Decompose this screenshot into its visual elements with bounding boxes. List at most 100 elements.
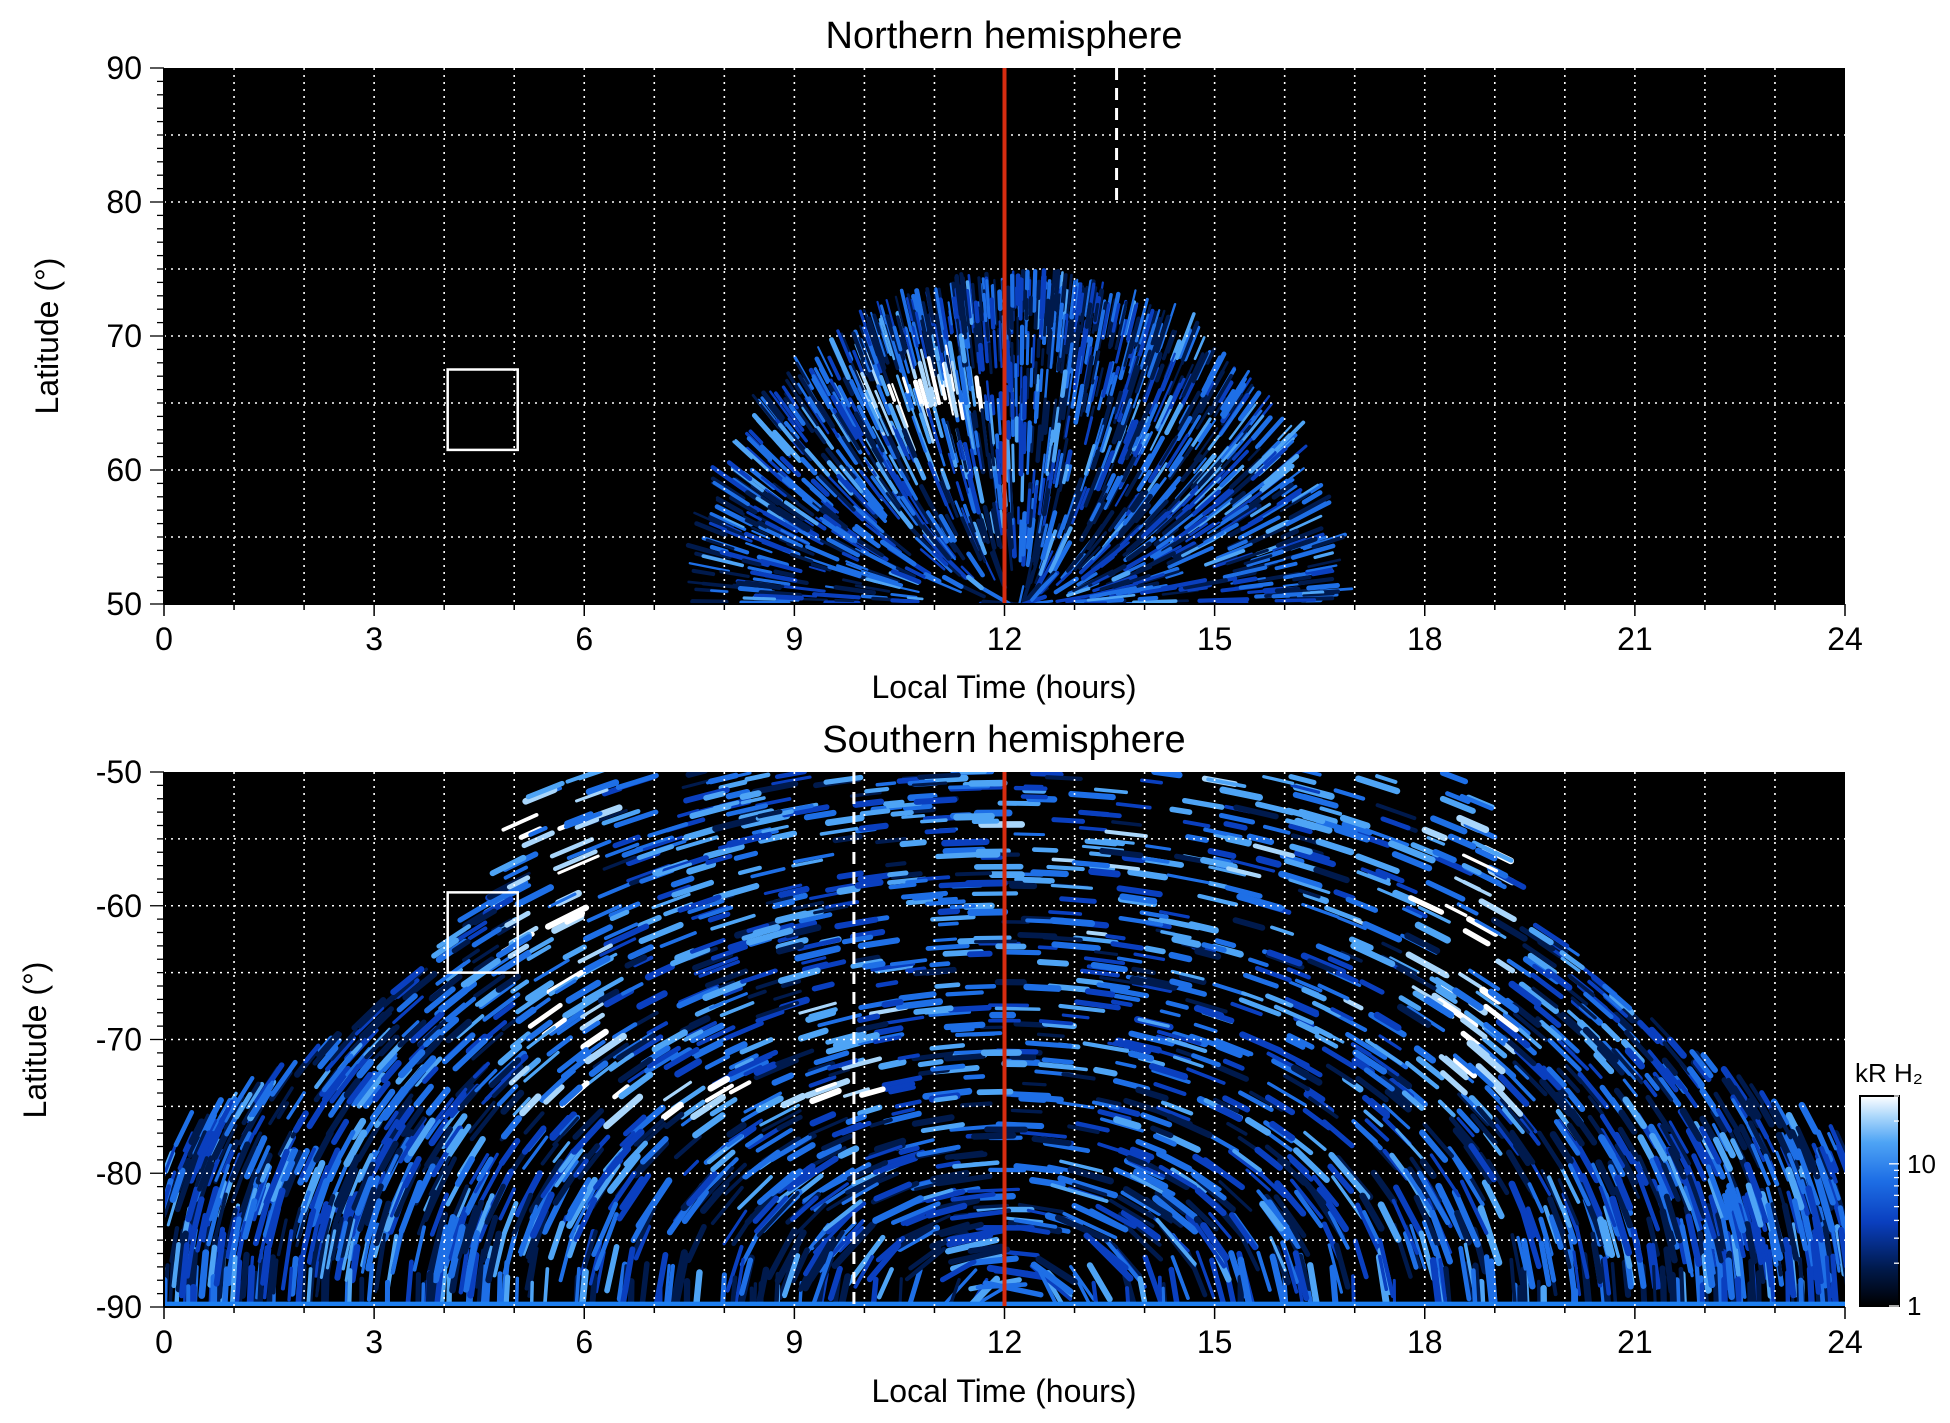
- emission-stroke: [1646, 1216, 1661, 1257]
- emission-stroke: [1166, 1113, 1213, 1139]
- emission-stroke: [1238, 1090, 1274, 1112]
- emission-stroke: [696, 1025, 736, 1047]
- emission-stroke: [964, 401, 975, 450]
- emission-stroke: [498, 1187, 516, 1221]
- emission-stroke: [1131, 966, 1156, 976]
- emission-stroke: [1057, 437, 1069, 485]
- emission-stroke: [784, 924, 822, 939]
- emission-stroke: [834, 916, 879, 930]
- emission-stroke: [693, 956, 739, 976]
- emission-stroke: [1445, 791, 1471, 805]
- emission-stroke: [1274, 467, 1305, 491]
- emission-stroke: [584, 1032, 628, 1065]
- emission-stroke: [688, 562, 730, 573]
- emission-stroke: [1768, 1107, 1784, 1129]
- emission-stroke: [1114, 483, 1129, 507]
- north-title: Northern hemisphere: [826, 15, 1183, 57]
- emission-stroke: [733, 850, 759, 861]
- emission-stroke: [1017, 1202, 1065, 1214]
- emission-stroke: [840, 1120, 872, 1136]
- emission-stroke: [1770, 1098, 1789, 1126]
- emission-stroke: [979, 518, 990, 545]
- emission-stroke: [1004, 339, 1011, 384]
- emission-stroke: [1648, 1026, 1667, 1046]
- emission-stroke: [1644, 1072, 1660, 1092]
- emission-stroke: [774, 772, 807, 780]
- emission-stroke: [1115, 513, 1139, 540]
- emission-stroke: [901, 480, 930, 525]
- emission-stroke: [920, 403, 935, 444]
- emission-stroke: [280, 1229, 294, 1291]
- emission-stroke: [1476, 1105, 1505, 1139]
- emission-stroke: [879, 304, 895, 348]
- emission-stroke: [1121, 853, 1146, 864]
- emission-stroke: [1065, 464, 1073, 482]
- emission-stroke: [357, 1186, 377, 1232]
- emission-stroke: [1254, 965, 1292, 983]
- emission-stroke: [725, 1244, 744, 1293]
- x-tick-label: 21: [1617, 1324, 1653, 1360]
- emission-stroke: [676, 986, 720, 1009]
- emission-stroke: [907, 792, 938, 802]
- emission-stroke: [982, 292, 988, 323]
- emission-stroke: [1161, 1190, 1198, 1220]
- emission-stroke: [314, 1068, 331, 1090]
- emission-stroke: [918, 1067, 950, 1077]
- emission-stroke: [896, 777, 920, 784]
- emission-stroke: [928, 1010, 972, 1017]
- emission-stroke: [1161, 509, 1192, 536]
- emission-stroke: [812, 592, 861, 600]
- emission-stroke: [939, 480, 951, 504]
- emission-stroke: [1456, 1108, 1480, 1134]
- emission-stroke: [1666, 1036, 1687, 1059]
- emission-stroke: [837, 384, 851, 408]
- emission-stroke: [977, 276, 984, 322]
- emission-stroke: [1283, 858, 1320, 873]
- emission-stroke: [924, 827, 957, 835]
- emission-stroke: [623, 1114, 647, 1137]
- emission-stroke: [1126, 1154, 1149, 1168]
- emission-stroke: [811, 377, 831, 410]
- emission-stroke: [1699, 1126, 1722, 1165]
- emission-stroke: [962, 276, 970, 324]
- emission-stroke: [1602, 993, 1622, 1011]
- emission-stroke: [815, 475, 838, 498]
- emission-stroke: [1830, 1253, 1839, 1306]
- emission-stroke: [1533, 1004, 1562, 1028]
- emission-stroke: [920, 484, 946, 529]
- emission-stroke: [739, 1257, 754, 1296]
- emission-stroke: [895, 374, 911, 413]
- emission-stroke: [1531, 986, 1559, 1009]
- emission-stroke: [964, 984, 997, 990]
- emission-stroke: [967, 274, 974, 315]
- emission-stroke: [1227, 539, 1248, 551]
- emission-stroke: [1086, 930, 1108, 937]
- emission-stroke: [723, 1020, 764, 1041]
- emission-stroke: [515, 1006, 537, 1024]
- emission-stroke: [815, 1081, 837, 1093]
- emission-stroke: [867, 574, 904, 588]
- emission-stroke: [747, 989, 767, 999]
- emission-stroke: [1327, 1210, 1350, 1250]
- emission-stroke: [729, 495, 758, 515]
- emission-stroke: [926, 356, 942, 406]
- emission-stroke: [601, 1145, 632, 1180]
- emission-stroke: [351, 996, 387, 1031]
- emission-stroke: [1416, 1170, 1451, 1226]
- emission-stroke: [1202, 496, 1226, 517]
- emission-stroke: [488, 957, 510, 972]
- emission-stroke: [1380, 816, 1411, 831]
- emission-stroke: [1429, 1209, 1453, 1265]
- emission-stroke: [1141, 856, 1170, 864]
- emission-stroke: [1189, 469, 1226, 506]
- emission-stroke: [780, 1092, 807, 1109]
- emission-stroke: [728, 1052, 773, 1077]
- emission-stroke: [1683, 1185, 1703, 1239]
- emission-stroke: [1169, 978, 1193, 989]
- emission-stroke: [1713, 1091, 1741, 1134]
- emission-stroke: [1243, 554, 1273, 566]
- emission-stroke: [869, 1117, 893, 1128]
- emission-stroke: [825, 900, 860, 910]
- emission-stroke: [836, 870, 864, 880]
- emission-stroke: [1292, 1147, 1330, 1183]
